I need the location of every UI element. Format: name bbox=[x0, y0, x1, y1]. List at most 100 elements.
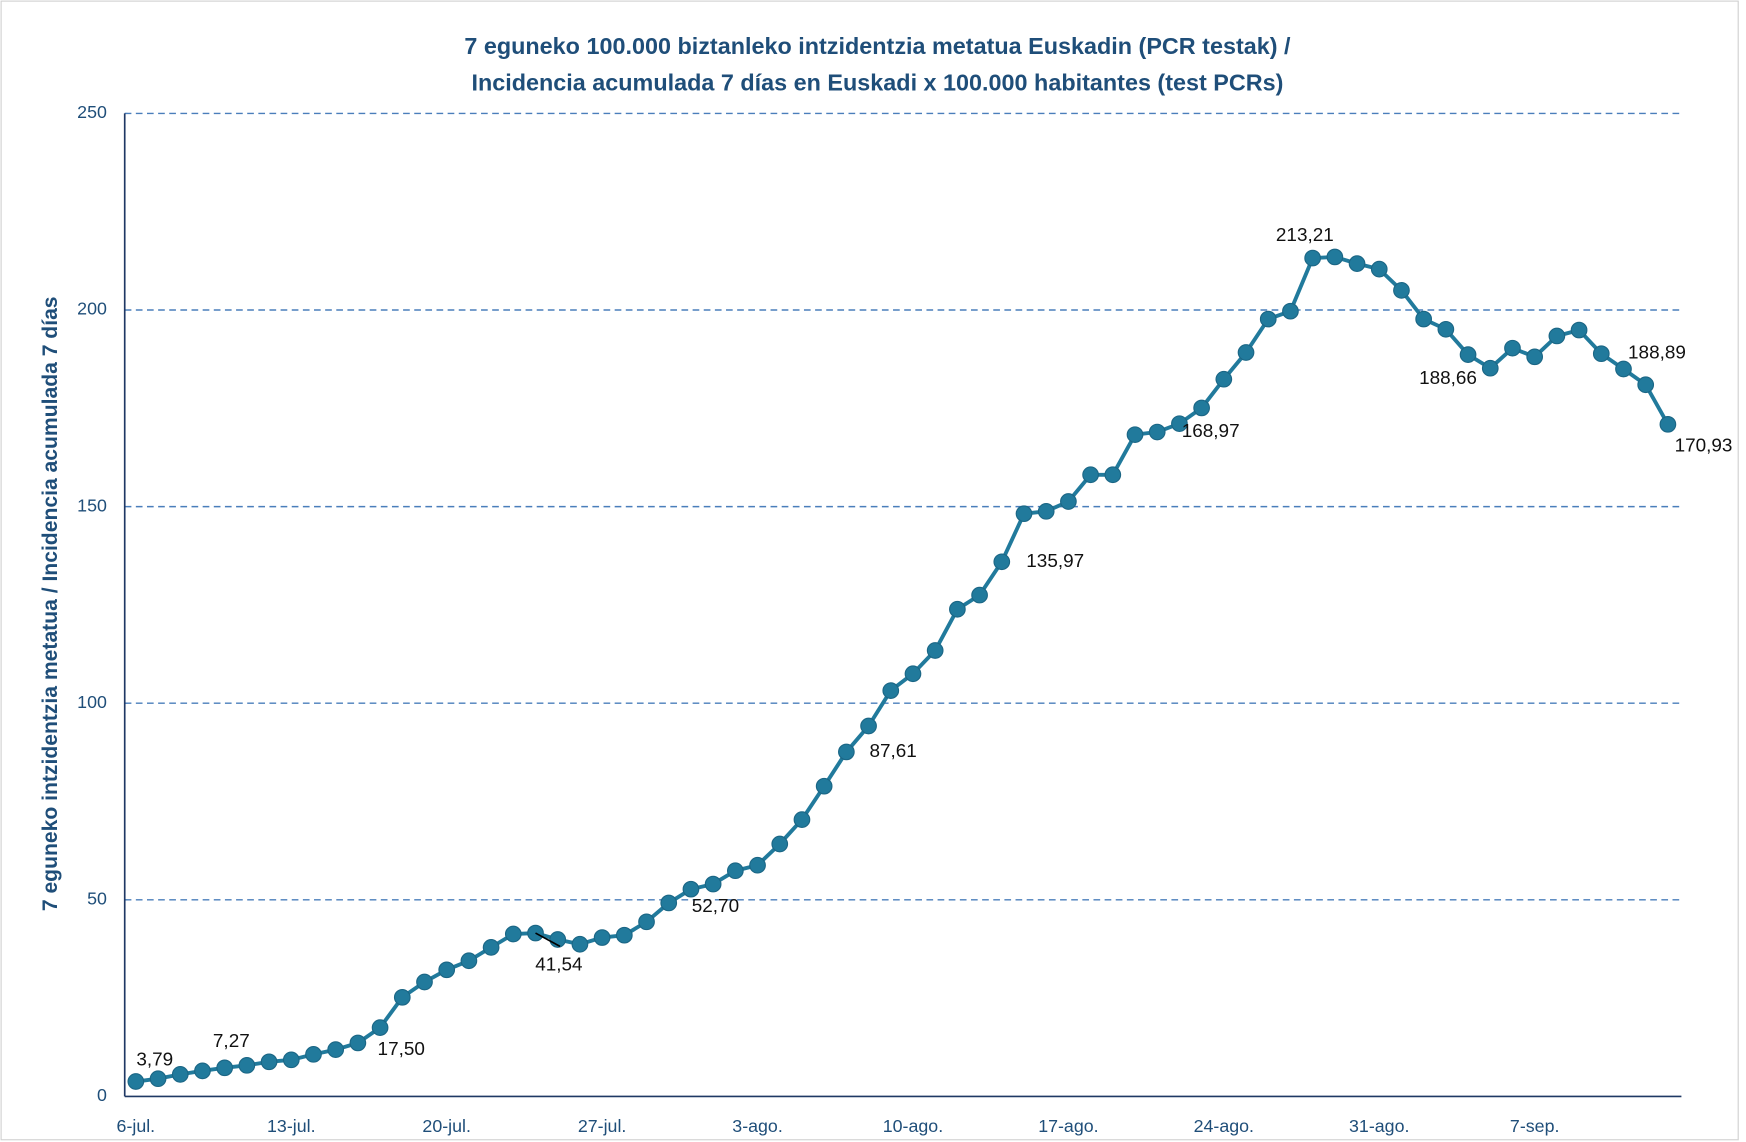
data-point bbox=[260, 1053, 278, 1071]
data-label: 213,21 bbox=[1276, 225, 1334, 246]
data-point bbox=[838, 743, 855, 761]
data-point bbox=[282, 1051, 300, 1069]
data-point bbox=[1015, 505, 1033, 523]
data-point bbox=[1659, 415, 1677, 433]
y-tick-label: 0 bbox=[97, 1085, 107, 1105]
y-tick-label: 100 bbox=[77, 692, 107, 712]
data-label: 168,97 bbox=[1182, 421, 1240, 442]
data-point bbox=[1060, 493, 1077, 510]
data-point bbox=[460, 952, 478, 970]
data-point bbox=[1326, 248, 1344, 266]
data-label: 7,27 bbox=[213, 1031, 250, 1052]
data-point bbox=[1148, 423, 1166, 441]
data-point bbox=[1570, 321, 1588, 339]
data-point bbox=[704, 875, 722, 893]
data-point bbox=[393, 988, 411, 1006]
data-label: 87,61 bbox=[869, 741, 916, 762]
leader-line bbox=[535, 932, 561, 948]
data-label: 188,89 bbox=[1628, 343, 1686, 364]
data-label: 170,93 bbox=[1675, 436, 1733, 457]
data-label: 52,70 bbox=[692, 896, 739, 917]
data-point bbox=[527, 924, 544, 942]
data-point bbox=[1193, 399, 1210, 417]
x-tick-label: 27-jul. bbox=[578, 1116, 627, 1136]
data-point bbox=[682, 880, 700, 898]
data-point bbox=[1237, 344, 1255, 361]
data-point bbox=[971, 586, 988, 604]
data-point bbox=[1171, 415, 1188, 432]
data-point bbox=[1437, 320, 1455, 338]
data-point bbox=[1126, 426, 1144, 444]
data-point bbox=[438, 961, 456, 979]
x-tick-label: 20-jul. bbox=[422, 1116, 471, 1136]
x-tick-label: 10-ago. bbox=[883, 1116, 943, 1136]
data-point bbox=[593, 929, 611, 946]
data-point bbox=[1526, 348, 1544, 366]
data-label: 3,79 bbox=[136, 1049, 173, 1070]
data-point bbox=[1370, 260, 1388, 278]
data-point bbox=[993, 553, 1011, 571]
data-point bbox=[416, 973, 433, 991]
data-point bbox=[615, 926, 633, 944]
x-tick-label: 6-jul. bbox=[117, 1116, 156, 1136]
data-point bbox=[882, 682, 900, 699]
data-point bbox=[1481, 359, 1499, 377]
data-point bbox=[860, 717, 877, 735]
data-point bbox=[1504, 339, 1521, 357]
x-tick-label: 3-ago. bbox=[732, 1116, 783, 1136]
data-point bbox=[171, 1066, 189, 1083]
data-point bbox=[327, 1041, 345, 1058]
data-label: 188,66 bbox=[1419, 368, 1477, 389]
data-point bbox=[926, 642, 944, 659]
data-point bbox=[349, 1034, 367, 1052]
chart-title: Incidencia acumulada 7 días en Euskadi x… bbox=[471, 70, 1283, 96]
data-point bbox=[216, 1059, 234, 1077]
data-point bbox=[1082, 466, 1099, 484]
y-axis-label: 7 eguneko intzidentzia metatua / Inciden… bbox=[39, 296, 62, 911]
data-point bbox=[1637, 376, 1655, 394]
y-tick-label: 200 bbox=[77, 299, 107, 319]
y-tick-label: 150 bbox=[77, 495, 107, 515]
data-point bbox=[371, 1019, 389, 1036]
data-point bbox=[749, 856, 766, 874]
data-point bbox=[127, 1073, 145, 1090]
x-tick-label: 7-sep. bbox=[1510, 1116, 1560, 1136]
data-point bbox=[1459, 346, 1477, 363]
data-point bbox=[149, 1070, 167, 1088]
data-point bbox=[194, 1062, 211, 1080]
y-tick-label: 250 bbox=[77, 102, 107, 122]
data-point bbox=[1393, 282, 1410, 299]
data-point bbox=[1215, 370, 1233, 388]
data-point bbox=[660, 894, 678, 912]
data-label: 135,97 bbox=[1026, 551, 1084, 572]
data-point bbox=[1259, 310, 1277, 328]
data-label: 17,50 bbox=[378, 1039, 425, 1060]
data-point bbox=[726, 862, 744, 880]
data-point bbox=[815, 777, 833, 795]
data-point bbox=[904, 665, 922, 683]
data-point bbox=[1548, 327, 1566, 345]
data-point bbox=[571, 935, 589, 953]
data-line bbox=[135, 254, 1670, 1084]
data-point bbox=[771, 835, 789, 853]
data-point bbox=[793, 811, 811, 828]
data-point bbox=[1304, 249, 1321, 267]
data-label: 41,54 bbox=[535, 954, 582, 975]
x-tick-label: 13-jul. bbox=[267, 1116, 316, 1136]
data-point bbox=[305, 1045, 322, 1063]
data-point bbox=[638, 913, 655, 931]
data-point bbox=[1615, 360, 1632, 378]
data-point bbox=[1104, 466, 1122, 484]
data-point bbox=[1415, 310, 1433, 328]
y-tick-label: 50 bbox=[87, 889, 107, 909]
data-point bbox=[949, 600, 966, 618]
data-point bbox=[504, 925, 522, 943]
data-point bbox=[1348, 255, 1366, 272]
data-point bbox=[1282, 302, 1299, 320]
data-point bbox=[1037, 502, 1055, 520]
data-point bbox=[1592, 345, 1610, 363]
chart-title: 7 eguneko 100.000 biztanleko intzidentzi… bbox=[464, 33, 1291, 59]
x-tick-label: 17-ago. bbox=[1038, 1116, 1098, 1136]
